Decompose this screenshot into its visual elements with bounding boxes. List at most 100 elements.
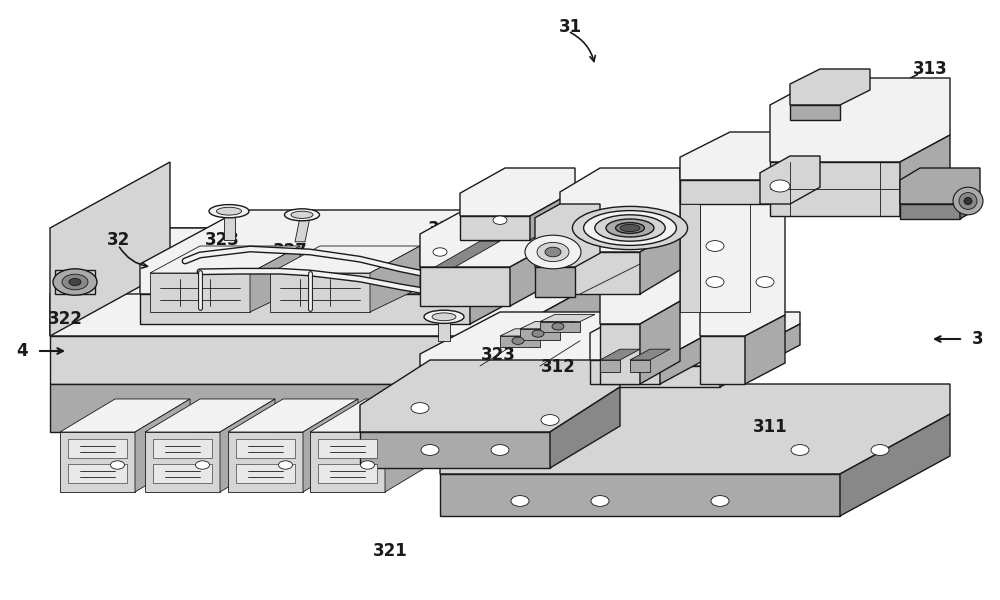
Circle shape: [537, 242, 569, 262]
Polygon shape: [50, 228, 620, 294]
Ellipse shape: [432, 313, 456, 320]
Text: 313: 313: [913, 60, 947, 78]
Polygon shape: [220, 399, 275, 492]
Circle shape: [69, 278, 81, 286]
Polygon shape: [150, 246, 300, 273]
Text: 4: 4: [16, 342, 28, 360]
Polygon shape: [760, 156, 820, 204]
Polygon shape: [236, 439, 295, 458]
Polygon shape: [295, 217, 310, 242]
Polygon shape: [270, 273, 370, 312]
Polygon shape: [150, 273, 250, 312]
Circle shape: [512, 337, 524, 344]
Polygon shape: [50, 162, 170, 336]
Polygon shape: [360, 432, 550, 468]
Ellipse shape: [953, 187, 983, 215]
Polygon shape: [68, 464, 127, 483]
Polygon shape: [228, 399, 358, 432]
Circle shape: [411, 403, 429, 413]
Polygon shape: [420, 366, 720, 387]
Polygon shape: [145, 432, 220, 492]
Polygon shape: [560, 252, 640, 294]
Polygon shape: [510, 237, 565, 306]
Polygon shape: [660, 333, 710, 384]
Circle shape: [545, 247, 561, 257]
Polygon shape: [270, 246, 420, 273]
Polygon shape: [420, 204, 565, 267]
Polygon shape: [460, 216, 530, 240]
Polygon shape: [360, 360, 620, 432]
Polygon shape: [500, 336, 540, 347]
Polygon shape: [50, 384, 500, 432]
Text: 32: 32: [106, 231, 130, 249]
Polygon shape: [580, 180, 640, 294]
Polygon shape: [250, 246, 300, 312]
Circle shape: [53, 269, 97, 295]
Polygon shape: [540, 322, 580, 332]
Circle shape: [552, 323, 564, 330]
Polygon shape: [420, 312, 800, 366]
Circle shape: [511, 496, 529, 506]
Polygon shape: [770, 78, 950, 162]
Polygon shape: [630, 360, 650, 372]
Polygon shape: [435, 241, 500, 267]
Polygon shape: [745, 315, 785, 384]
Polygon shape: [500, 329, 555, 336]
Circle shape: [770, 180, 790, 192]
Circle shape: [111, 461, 125, 469]
Circle shape: [493, 216, 507, 224]
Polygon shape: [140, 210, 570, 294]
Polygon shape: [60, 399, 190, 432]
Polygon shape: [55, 270, 95, 294]
Ellipse shape: [424, 310, 464, 323]
Ellipse shape: [616, 223, 644, 233]
Circle shape: [706, 241, 724, 251]
Text: 314: 314: [513, 262, 547, 280]
Text: 316: 316: [428, 220, 462, 238]
Text: 312: 312: [541, 358, 575, 376]
Polygon shape: [438, 319, 450, 341]
Text: 317: 317: [601, 369, 635, 387]
Text: 328: 328: [311, 264, 345, 282]
Ellipse shape: [572, 206, 688, 250]
Polygon shape: [68, 439, 127, 458]
Polygon shape: [50, 336, 500, 384]
Polygon shape: [630, 349, 670, 360]
Polygon shape: [600, 360, 620, 372]
Polygon shape: [640, 228, 680, 294]
Text: 3: 3: [972, 330, 984, 348]
Ellipse shape: [216, 208, 242, 215]
Text: 31: 31: [558, 18, 582, 36]
Circle shape: [195, 461, 209, 469]
Polygon shape: [590, 360, 660, 384]
Polygon shape: [310, 432, 385, 492]
Polygon shape: [500, 270, 620, 384]
Polygon shape: [770, 162, 900, 216]
Polygon shape: [720, 324, 800, 387]
Circle shape: [591, 496, 609, 506]
Text: 323: 323: [481, 346, 515, 364]
Polygon shape: [228, 432, 303, 492]
Text: 323: 323: [205, 231, 239, 249]
Polygon shape: [310, 399, 440, 432]
Polygon shape: [535, 267, 575, 297]
Ellipse shape: [291, 211, 313, 218]
Polygon shape: [700, 204, 750, 312]
Ellipse shape: [620, 224, 640, 232]
Polygon shape: [790, 105, 840, 120]
Circle shape: [541, 415, 559, 425]
Circle shape: [791, 445, 809, 455]
Ellipse shape: [209, 205, 249, 218]
Polygon shape: [520, 322, 575, 329]
Circle shape: [433, 248, 447, 256]
Polygon shape: [153, 439, 212, 458]
Polygon shape: [590, 306, 710, 360]
Text: 321: 321: [373, 542, 407, 560]
Ellipse shape: [964, 197, 972, 205]
Polygon shape: [790, 155, 840, 204]
Polygon shape: [135, 399, 190, 492]
Polygon shape: [520, 329, 560, 340]
Polygon shape: [440, 384, 950, 474]
Polygon shape: [530, 191, 575, 240]
Polygon shape: [680, 180, 790, 204]
